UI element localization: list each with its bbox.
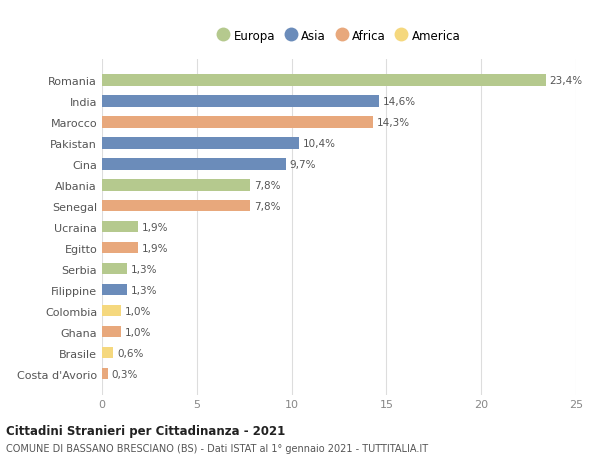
Text: 23,4%: 23,4% [550, 76, 583, 86]
Bar [102, 75, 545, 86]
Text: Cittadini Stranieri per Cittadinanza - 2021: Cittadini Stranieri per Cittadinanza - 2… [6, 424, 285, 437]
Bar [102, 179, 250, 191]
Bar [102, 159, 286, 170]
Text: 14,6%: 14,6% [383, 96, 416, 106]
Bar [102, 117, 373, 128]
Text: 7,8%: 7,8% [254, 202, 280, 211]
Bar [102, 305, 121, 317]
Text: 7,8%: 7,8% [254, 180, 280, 190]
Text: 9,7%: 9,7% [290, 159, 316, 169]
Bar [102, 96, 379, 107]
Legend: Europa, Asia, Africa, America: Europa, Asia, Africa, America [212, 25, 466, 48]
Bar [102, 263, 127, 275]
Text: 1,3%: 1,3% [130, 264, 157, 274]
Bar [102, 284, 127, 296]
Text: 14,3%: 14,3% [377, 118, 410, 128]
Text: 1,3%: 1,3% [130, 285, 157, 295]
Bar [102, 326, 121, 338]
Text: 0,6%: 0,6% [117, 348, 143, 358]
Bar [102, 221, 138, 233]
Text: 1,9%: 1,9% [142, 243, 169, 253]
Text: 1,0%: 1,0% [125, 306, 151, 316]
Text: 1,9%: 1,9% [142, 222, 169, 232]
Bar [102, 368, 107, 380]
Bar [102, 242, 138, 254]
Text: 0,3%: 0,3% [112, 369, 138, 379]
Text: 1,0%: 1,0% [125, 327, 151, 337]
Bar [102, 347, 113, 358]
Text: COMUNE DI BASSANO BRESCIANO (BS) - Dati ISTAT al 1° gennaio 2021 - TUTTITALIA.IT: COMUNE DI BASSANO BRESCIANO (BS) - Dati … [6, 443, 428, 453]
Text: 10,4%: 10,4% [303, 139, 336, 148]
Bar [102, 201, 250, 212]
Bar [102, 138, 299, 149]
